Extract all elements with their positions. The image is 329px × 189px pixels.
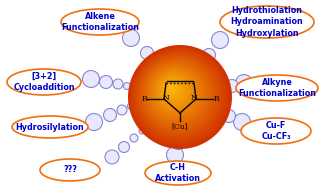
Text: N: N	[163, 94, 169, 102]
Circle shape	[113, 79, 123, 89]
Circle shape	[128, 45, 232, 149]
Circle shape	[118, 142, 130, 153]
Circle shape	[86, 114, 103, 130]
Circle shape	[159, 76, 187, 104]
Circle shape	[131, 48, 228, 145]
Circle shape	[222, 109, 236, 122]
Circle shape	[162, 79, 183, 100]
Circle shape	[117, 105, 127, 115]
Circle shape	[105, 150, 119, 164]
Circle shape	[137, 53, 220, 137]
Ellipse shape	[61, 9, 139, 35]
Circle shape	[162, 67, 168, 74]
Circle shape	[217, 83, 227, 93]
Text: Cu-F
Cu-CF₃: Cu-F Cu-CF₃	[261, 121, 291, 141]
Circle shape	[140, 46, 154, 60]
Circle shape	[155, 72, 193, 110]
Circle shape	[134, 51, 224, 141]
Circle shape	[161, 78, 185, 102]
Ellipse shape	[220, 6, 314, 38]
Text: C-H
Activation: C-H Activation	[155, 163, 201, 183]
Circle shape	[153, 58, 163, 68]
Text: R: R	[141, 95, 147, 103]
Circle shape	[104, 108, 116, 122]
Circle shape	[142, 59, 212, 129]
Circle shape	[156, 74, 191, 108]
Circle shape	[135, 52, 222, 139]
Circle shape	[211, 85, 217, 92]
Circle shape	[151, 68, 199, 116]
Circle shape	[212, 32, 229, 49]
Circle shape	[165, 82, 179, 96]
Circle shape	[164, 81, 181, 98]
Text: ???: ???	[63, 166, 77, 174]
Ellipse shape	[12, 116, 88, 138]
Circle shape	[171, 136, 185, 149]
Circle shape	[168, 85, 175, 92]
Circle shape	[195, 60, 205, 70]
Circle shape	[190, 68, 197, 75]
Circle shape	[169, 86, 173, 90]
Circle shape	[203, 49, 215, 61]
Circle shape	[158, 75, 189, 106]
Ellipse shape	[7, 69, 81, 95]
Circle shape	[99, 75, 113, 88]
Circle shape	[123, 83, 131, 90]
Circle shape	[138, 55, 218, 135]
Text: R: R	[213, 95, 219, 103]
Circle shape	[166, 83, 177, 94]
Text: Alkene
Functionalization: Alkene Functionalization	[61, 12, 139, 32]
Circle shape	[149, 66, 201, 118]
Ellipse shape	[236, 75, 318, 101]
Text: Alkyne
Functionalization: Alkyne Functionalization	[238, 78, 316, 98]
Circle shape	[234, 114, 250, 130]
Circle shape	[214, 106, 224, 116]
Circle shape	[139, 56, 215, 133]
Ellipse shape	[145, 161, 211, 185]
Circle shape	[225, 80, 239, 92]
Circle shape	[83, 70, 99, 88]
Ellipse shape	[40, 159, 100, 181]
Circle shape	[174, 128, 184, 138]
Circle shape	[130, 134, 138, 142]
Circle shape	[236, 74, 252, 91]
Circle shape	[145, 62, 208, 124]
Circle shape	[175, 121, 183, 128]
Circle shape	[146, 64, 205, 122]
Circle shape	[144, 61, 210, 126]
Circle shape	[129, 46, 230, 147]
Circle shape	[141, 58, 214, 131]
Text: Hydrothiolation
Hydroamination
Hydroxylation: Hydrothiolation Hydroamination Hydroxyla…	[231, 6, 303, 38]
Text: N: N	[190, 94, 197, 102]
Text: [3+2]
Cycloaddition: [3+2] Cycloaddition	[13, 72, 75, 92]
Circle shape	[132, 49, 226, 143]
Text: Hydrosilylation: Hydrosilylation	[15, 122, 84, 132]
Text: [Cu]: [Cu]	[172, 122, 188, 130]
Circle shape	[128, 102, 135, 109]
Circle shape	[148, 65, 203, 120]
Circle shape	[122, 29, 139, 46]
Circle shape	[166, 146, 184, 163]
Circle shape	[152, 69, 197, 114]
Circle shape	[139, 128, 145, 134]
Circle shape	[154, 70, 195, 112]
Ellipse shape	[241, 118, 311, 144]
Circle shape	[209, 104, 215, 111]
